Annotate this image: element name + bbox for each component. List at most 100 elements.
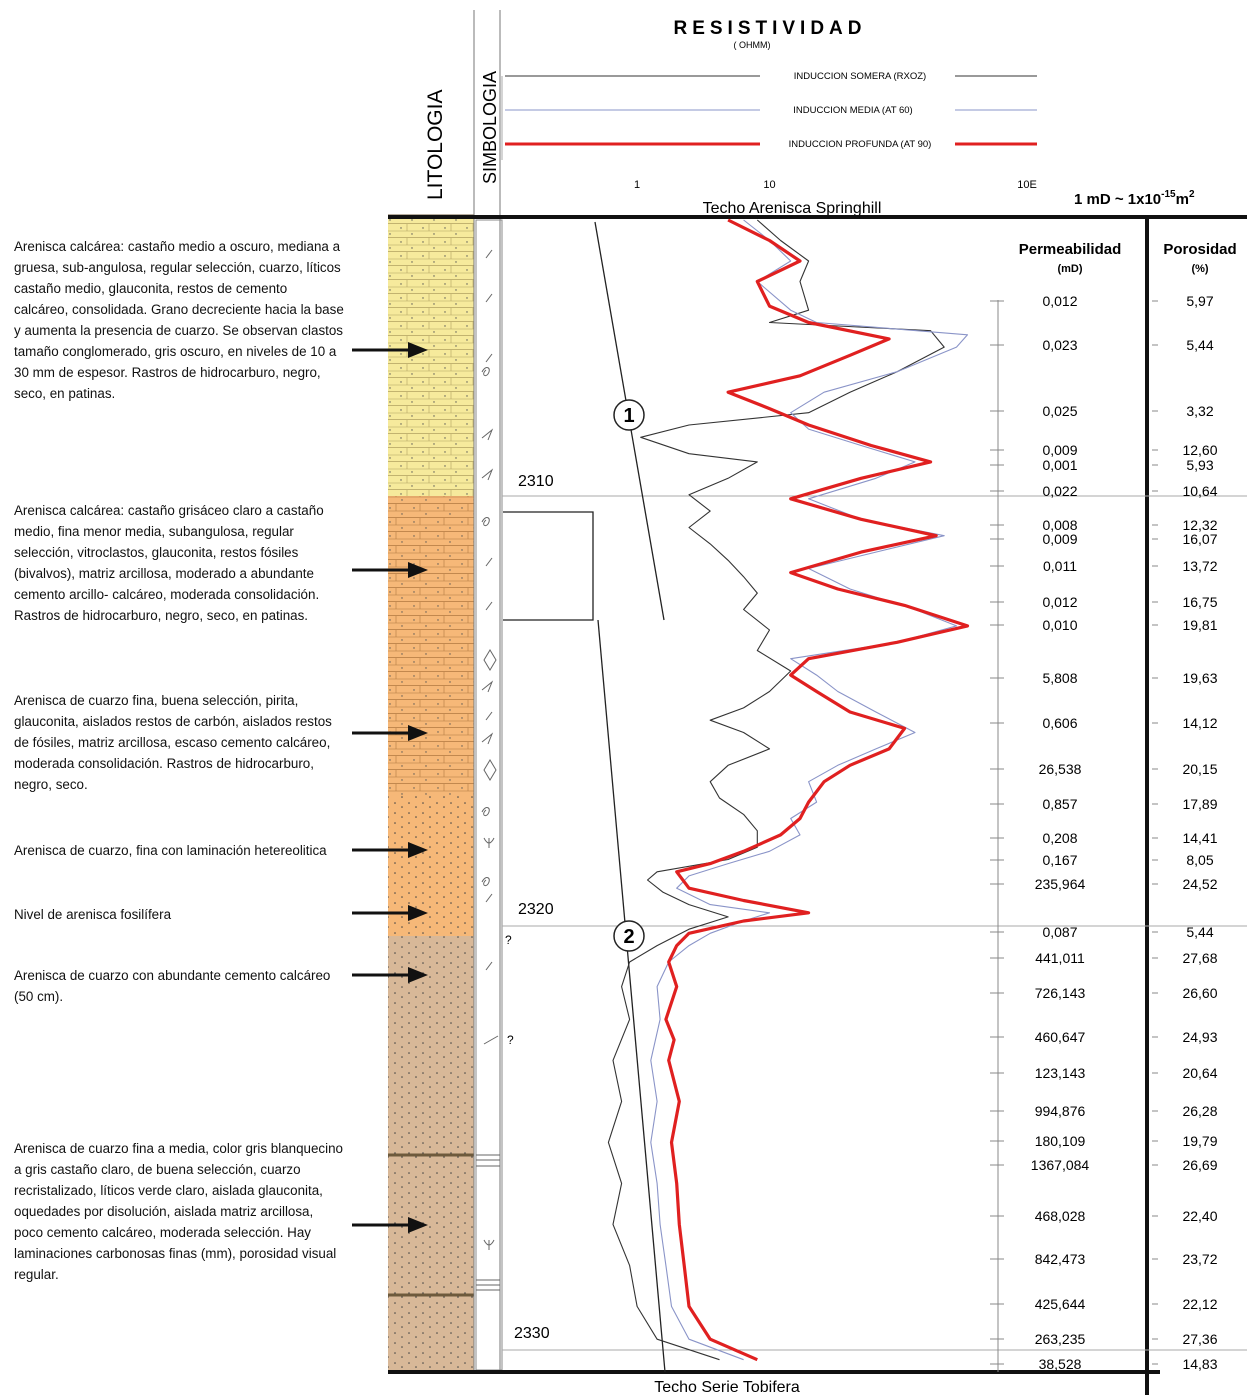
permeability-value: 263,235 (1035, 1331, 1086, 1347)
symbol-mark (485, 249, 493, 259)
symbol-mark (485, 353, 493, 363)
zone-2-marker: 2 (613, 920, 645, 952)
description-arrows (352, 342, 428, 1233)
permeability-value: 441,011 (1035, 950, 1085, 966)
lithology-column (388, 214, 474, 1372)
symbol-mark (485, 893, 493, 903)
porosity-value: 10,64 (1182, 483, 1217, 499)
porosity-value: 14,12 (1182, 715, 1217, 731)
permeability-value: 0,023 (1042, 337, 1077, 353)
depth-label-2310: 2310 (518, 473, 554, 490)
permeability-value: 425,644 (1035, 1296, 1086, 1312)
symbol-mark (483, 1239, 495, 1250)
curve-shallow (607, 219, 945, 1361)
conversion-unit-exp: 2 (1189, 189, 1195, 200)
porosity-value: 13,72 (1182, 558, 1217, 574)
porosity-value: 19,81 (1182, 617, 1217, 633)
permeability-value: 0,857 (1042, 796, 1077, 812)
resistivity-curves (607, 218, 970, 1362)
symbol-mark (481, 367, 490, 377)
symbology-column (475, 219, 503, 1371)
permeability-value: 0,009 (1042, 531, 1077, 547)
conversion-base: 1 mD ~ 1x10 (1074, 191, 1161, 208)
permeability-value: 0,008 (1042, 517, 1077, 533)
permeability-value: 468,028 (1035, 1208, 1086, 1224)
porosity-value: 26,28 (1182, 1103, 1217, 1119)
legend-label: INDUCCION SOMERA (RXOZ) (794, 71, 926, 82)
conversion-exp: -15 (1161, 189, 1176, 200)
porosity-value: 20,15 (1182, 761, 1217, 777)
symbol-mark (483, 759, 497, 781)
x-tick-label: 10 (763, 179, 775, 191)
permeability-value: 726,143 (1035, 985, 1086, 1001)
porosity-value: 19,79 (1182, 1133, 1217, 1149)
x-tick-label: 10E (1017, 179, 1037, 191)
arrow (352, 725, 428, 741)
zone-1-marker: 1 (613, 399, 645, 431)
x-tick-label: 1 (634, 179, 640, 191)
legend-label: INDUCCION PROFUNDA (AT 90) (789, 139, 932, 150)
symbology-header: SIMBOLOGIA (480, 71, 500, 184)
permeability-value: 0,606 (1042, 715, 1077, 731)
permeability-value: 0,010 (1042, 617, 1077, 633)
symbol-mark (481, 732, 494, 745)
porosity-value: 24,93 (1182, 1029, 1217, 1045)
porosity-value: 16,07 (1182, 531, 1217, 547)
legend: INDUCCION SOMERA (RXOZ) INDUCCION MEDIA (… (501, 71, 1037, 160)
interpretation-line (597, 619, 666, 1373)
permeability-value: 0,009 (1042, 442, 1077, 458)
porosity-value: 5,97 (1186, 293, 1213, 309)
symbol-mark (485, 711, 493, 721)
porosity-value: 17,89 (1182, 796, 1217, 812)
permeability-value: 0,087 (1042, 924, 1077, 940)
permeability-value: 842,473 (1035, 1251, 1086, 1267)
curve-deep (664, 218, 970, 1362)
x-axis: 1 10 10E (634, 179, 1037, 191)
symbol-mark (481, 468, 494, 481)
permeability-value: 0,208 (1042, 830, 1077, 846)
porosity-value: 5,93 (1186, 457, 1213, 473)
lithology-header: LITOLOGIA (424, 90, 447, 201)
zone-label: 1 (623, 405, 634, 427)
curve-medium (650, 219, 969, 1361)
unknown-mark: ? (505, 933, 512, 947)
symbol-mark (483, 1035, 499, 1045)
permeability-header: Permeabilidad (mD) (1019, 241, 1122, 275)
porosity-unit: (%) (1191, 263, 1208, 275)
permeability-value: 26,538 (1039, 761, 1082, 777)
porosity-header: Porosidad (%) (1163, 241, 1236, 275)
conversion-text: 1 mD ~ 1x10-15m2 (1074, 189, 1195, 208)
litho-orange-dots (388, 796, 474, 936)
permeability-value: 123,143 (1035, 1065, 1086, 1081)
porosity-value: 19,63 (1182, 670, 1217, 686)
symbol-mark (481, 680, 494, 693)
depth-label-2320: 2320 (518, 901, 554, 918)
symbol-mark (485, 557, 493, 567)
porosity-value: 26,69 (1182, 1157, 1217, 1173)
arrow (352, 562, 428, 578)
permeability-value: 180,109 (1035, 1133, 1086, 1149)
description-3: Arenisca de cuarzo fina, buena selección… (14, 693, 332, 792)
litho-yellow-pattern (388, 218, 474, 496)
top-formation-label: Techo Arenisca Springhill (703, 200, 882, 217)
permeability-value: 0,011 (1043, 558, 1077, 574)
porosity-value: 5,44 (1186, 924, 1213, 940)
arrow (352, 842, 428, 858)
symbol-mark (485, 293, 493, 303)
conversion-unit: m (1176, 191, 1189, 208)
litho-orange-pattern (388, 496, 474, 796)
porosity-value: 26,60 (1182, 985, 1217, 1001)
porosity-value: 3,32 (1186, 403, 1213, 419)
symbol-mark (485, 961, 493, 971)
resistivity-unit: ( OHMM) (734, 40, 771, 50)
porosity-value: 12,60 (1182, 442, 1217, 458)
porosity-value: 12,32 (1182, 517, 1217, 533)
porosity-value: 24,52 (1182, 876, 1217, 892)
permeability-value: 994,876 (1035, 1103, 1086, 1119)
description-5: Nivel de arenisca fosilífera (14, 907, 172, 922)
symbol-mark (483, 837, 495, 848)
permeability-value: 0,012 (1042, 594, 1077, 610)
permeability-values: 0,0120,0230,0250,0090,0010,0220,0080,009… (990, 293, 1089, 1372)
